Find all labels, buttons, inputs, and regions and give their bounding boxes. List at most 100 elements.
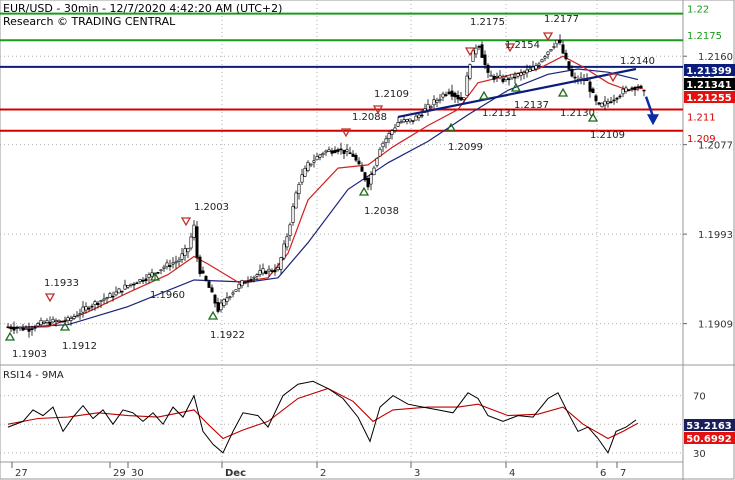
candle-body [282,243,286,259]
candle-body [93,301,97,305]
candle-body [132,283,136,286]
candle-body [18,326,22,329]
candle-body [627,89,631,91]
candle-body [396,122,400,127]
ema-fast-line [7,55,644,329]
candle-body [234,289,238,292]
candle-body [642,89,646,92]
candle-body [495,75,499,78]
candle-body [207,281,211,288]
candle-body [120,290,124,293]
candle-body [138,279,142,282]
rsi-value-label: 50.6992 [686,434,732,445]
price-box-label: 1.21341 [686,80,732,91]
x-tick-label: 6 [600,468,606,479]
price-box-label: 1.21399 [686,66,732,77]
candle-body [636,86,640,88]
candle-body [354,154,358,161]
candle-body [45,320,49,323]
candle-body [30,328,34,330]
swing-label: 1.2109 [590,130,625,141]
candle-body [321,153,325,155]
resistance-marker-icon [44,293,56,303]
support-marker-icon [207,310,219,320]
resistance-marker-icon [504,43,516,53]
swing-label: 1.2154 [505,40,540,51]
candle-body [27,328,31,332]
candle-body [195,226,199,258]
candle-body [360,166,364,172]
candle-body [168,265,172,267]
candle-body [390,130,394,135]
candle-body [162,266,166,269]
candle-body [9,326,13,330]
x-tick-label: 4 [509,468,515,479]
x-tick-label: 29 [113,468,126,479]
candle-body [468,64,472,79]
candle-body [363,172,367,181]
candle-body [444,94,448,96]
candle-body [345,149,349,152]
candle-body [21,327,25,331]
candle-body [189,236,193,249]
x-tick-label: 3 [414,468,420,479]
candle-body [33,326,37,329]
candle-body [543,56,547,59]
candle-body [114,291,118,296]
candle-body [372,167,376,176]
candle-body [267,268,271,272]
candle-body [174,261,178,264]
candle-body [489,74,493,77]
candle-body [408,118,412,122]
swing-label: 1.1960 [150,290,185,301]
candle-body [69,318,73,321]
candle-body [429,106,433,108]
candle-body [633,87,637,91]
candle-body [159,269,163,272]
rsi-value-box [684,432,735,444]
level-label: 1.211 [687,112,716,123]
candle-body [507,78,511,81]
candle-body [213,294,217,304]
candle-body [237,283,241,289]
candle-body [270,270,274,272]
candle-body [477,46,481,48]
candle-body [501,78,505,83]
swing-label: 1.1922 [210,330,245,341]
swing-label: 1.2003 [194,202,229,213]
candle-body [414,115,418,121]
y-tick-label: 1.2160 [698,52,733,63]
chart-title: EUR/USD - 30min - 12/7/2020 4:42:20 AM (… [3,2,283,15]
candle-body [276,267,280,271]
candle-body [123,284,127,290]
candle-body [105,297,109,300]
swing-label: 1.2137 [514,100,549,111]
candle-body [402,119,406,123]
candle-body [486,64,490,73]
x-tick-label: 27 [15,468,28,479]
candle-body [591,88,595,94]
candle-body [303,168,307,177]
candle-body [546,51,550,55]
candle-body [528,68,532,72]
candle-body [261,268,265,274]
support-marker-icon [510,82,522,92]
swing-label: 1.2088 [352,112,387,123]
swing-label: 1.2140 [620,56,655,67]
candle-body [513,76,517,79]
candle-body [156,271,160,274]
candle-body [6,326,10,329]
rsi-tick-label: 30 [693,449,706,460]
candle-body [165,262,169,268]
candle-body [483,54,487,66]
candle-body [255,274,259,277]
candle-body [351,153,355,157]
candle-body [87,307,91,310]
candle-body [570,68,574,77]
price-box [684,64,735,76]
candle-body [366,178,370,188]
candle-body [216,302,220,312]
